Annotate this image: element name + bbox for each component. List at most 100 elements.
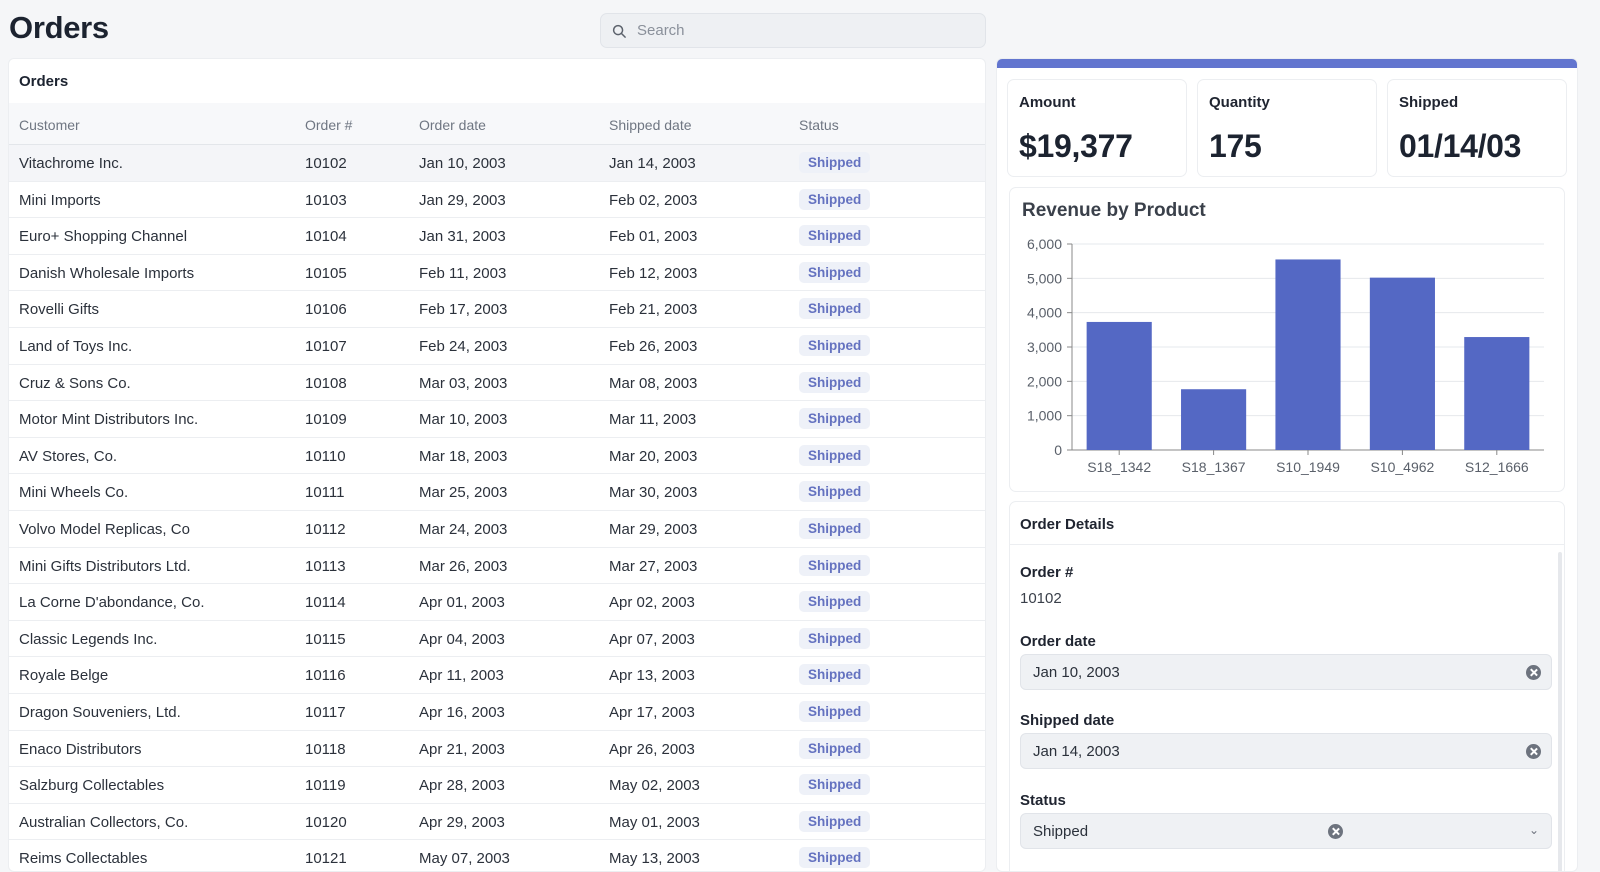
y-tick-label: 4,000 [1027, 305, 1062, 321]
shipped-date-cell: May 02, 2003 [609, 777, 700, 795]
shipped-date-label: Shipped date [1020, 712, 1115, 729]
clear-icon[interactable] [1526, 744, 1541, 759]
revenue-bar-chart: 0 1,000 2,000 3,000 4,000 5,000 6,000 S18_1342 S… [1027, 236, 1544, 475]
table-row[interactable]: Dragon Souveniers, Ltd. 10117 Apr 16, 2003… [9, 694, 985, 731]
column-header-order-number[interactable]: Order # [305, 117, 353, 133]
table-row[interactable]: Mini Imports 10103 Jan 29, 2003 Feb 02, 200… [9, 182, 985, 219]
orders-table-title: Orders [19, 73, 69, 90]
status-badge: Shipped [799, 664, 871, 686]
column-header-customer[interactable]: Customer [19, 117, 80, 133]
column-header-order-date[interactable]: Order date [419, 117, 486, 133]
status-cell: Shipped [799, 517, 871, 539]
order-number-cell: 10103 [305, 191, 347, 209]
order-date-cell: Mar 25, 2003 [419, 484, 508, 502]
order-date-field[interactable]: Jan 10, 2003 [1020, 654, 1552, 690]
table-row[interactable]: Danish Wholesale Imports 10105 Feb 11, 200… [9, 255, 985, 292]
x-tick-label: S12_1666 [1465, 459, 1529, 475]
table-row[interactable]: Vitachrome Inc. 10102 Jan 10, 2003 Jan 14, … [9, 145, 985, 182]
table-row[interactable]: Land of Toys Inc. 10107 Feb 24, 2003 Feb 26… [9, 328, 985, 365]
order-number-cell: 10114 [305, 594, 346, 612]
order-date-cell: Mar 18, 2003 [419, 447, 508, 465]
table-row[interactable]: Mini Wheels Co. 10111 Mar 25, 2003 Mar 30, … [9, 474, 985, 511]
order-number-cell: 10121 [305, 850, 347, 868]
revenue-chart-card: Revenue by Product 0 1,000 2,000 3,000 4,000… [1009, 187, 1565, 492]
shipped-card: Shipped 01/14/03 [1387, 79, 1567, 177]
shipped-date-cell: May 01, 2003 [609, 813, 700, 831]
table-row[interactable]: Enaco Distributors 10118 Apr 21, 2003 Apr 2… [9, 731, 985, 768]
quantity-value: 175 [1209, 128, 1262, 164]
order-number-cell: 10105 [305, 264, 347, 282]
y-tick-label: 1,000 [1027, 408, 1062, 424]
table-row[interactable]: Mini Gifts Distributors Ltd. 10113 Mar 26,… [9, 548, 985, 585]
status-badge: Shipped [799, 774, 871, 796]
column-header-status[interactable]: Status [799, 117, 839, 133]
x-tick-label: S18_1342 [1087, 459, 1151, 475]
status-select[interactable]: Shipped ⌄ [1020, 813, 1552, 849]
table-row[interactable]: Euro+ Shopping Channel 10104 Jan 31, 2003 F… [9, 218, 985, 255]
status-cell: Shipped [799, 408, 871, 430]
status-cell: Shipped [799, 261, 871, 283]
search-box[interactable] [600, 13, 986, 48]
order-date-cell: Mar 03, 2003 [419, 374, 508, 392]
status-select-value: Shipped [1033, 823, 1089, 840]
table-row[interactable]: Reims Collectables 10121 May 07, 2003 May 1… [9, 840, 985, 871]
table-body: Vitachrome Inc. 10102 Jan 10, 2003 Jan 14, … [9, 145, 985, 871]
amount-value: $19,377 [1019, 128, 1133, 164]
table-row[interactable]: Australian Collectors, Co. 10120 Apr 29, 2… [9, 804, 985, 841]
status-cell: Shipped [799, 627, 871, 649]
table-row[interactable]: Volvo Model Replicas, Co 10112 Mar 24, 200… [9, 511, 985, 548]
order-number-cell: 10108 [305, 374, 347, 392]
table-row[interactable]: Cruz & Sons Co. 10108 Mar 03, 2003 Mar 08, … [9, 365, 985, 402]
customer-cell: Cruz & Sons Co. [19, 374, 131, 392]
status-badge: Shipped [799, 371, 871, 393]
bar-s18-1367 [1181, 389, 1247, 450]
status-cell: Shipped [799, 554, 871, 576]
customer-cell: Mini Gifts Distributors Ltd. [19, 557, 191, 575]
x-tick-label: S18_1367 [1182, 459, 1246, 475]
shipped-date-cell: Mar 11, 2003 [609, 411, 697, 429]
table-row[interactable]: Salzburg Collectables 10119 Apr 28, 2003 Ma… [9, 767, 985, 804]
shipped-date-cell: Apr 17, 2003 [609, 703, 695, 721]
order-date-cell: Apr 11, 2003 [419, 667, 504, 685]
order-number-cell: 10111 [305, 484, 345, 502]
table-row[interactable]: Classic Legends Inc. 10115 Apr 04, 2003 Apr… [9, 621, 985, 658]
accent-bar [997, 59, 1577, 68]
search-input[interactable] [637, 14, 977, 47]
page-title: Orders [9, 10, 109, 45]
table-row[interactable]: Royale Belge 10116 Apr 11, 2003 Apr 13, 200… [9, 657, 985, 694]
order-date-cell: May 07, 2003 [419, 850, 510, 868]
column-header-shipped-date[interactable]: Shipped date [609, 117, 692, 133]
order-number-cell: 10102 [305, 155, 347, 172]
table-row[interactable]: AV Stores, Co. 10110 Mar 18, 2003 Mar 20, 2… [9, 438, 985, 475]
order-number-cell: 10110 [305, 447, 346, 465]
status-badge: Shipped [799, 408, 871, 430]
bar-s18-1342 [1086, 321, 1152, 450]
clear-icon[interactable] [1328, 824, 1343, 839]
table-row[interactable]: La Corne D'abondance, Co. 10114 Apr 01, 20… [9, 584, 985, 621]
status-cell: Shipped [799, 298, 871, 320]
customer-cell: Australian Collectors, Co. [19, 813, 189, 831]
bar-s10-1949 [1275, 259, 1341, 450]
status-badge: Shipped [799, 810, 871, 832]
amount-card: Amount $19,377 [1007, 79, 1187, 177]
shipped-label: Shipped [1399, 94, 1459, 111]
order-date-value: Jan 10, 2003 [1033, 664, 1120, 681]
bar-s12-1666 [1464, 337, 1530, 450]
customer-cell: Mini Wheels Co. [19, 484, 129, 502]
quantity-card: Quantity 175 [1197, 79, 1377, 177]
order-number-cell: 10113 [305, 557, 346, 575]
order-date-cell: Feb 17, 2003 [419, 301, 508, 319]
order-date-cell: Apr 28, 2003 [419, 777, 505, 795]
table-row[interactable]: Rovelli Gifts 10106 Feb 17, 2003 Feb 21, 20… [9, 291, 985, 328]
shipped-date-field[interactable]: Jan 14, 2003 [1020, 733, 1552, 769]
order-number-cell: 10112 [305, 520, 346, 538]
shipped-date-cell: Feb 01, 2003 [609, 228, 698, 246]
order-number-cell: 10120 [305, 813, 347, 831]
chevron-down-icon[interactable]: ⌄ [1528, 823, 1539, 837]
details-scrollbar[interactable] [1558, 552, 1562, 871]
shipped-date-cell: May 13, 2003 [609, 850, 700, 868]
customer-cell: Mini Imports [19, 191, 101, 209]
status-cell: Shipped [799, 700, 871, 722]
table-row[interactable]: Motor Mint Distributors Inc. 10109 Mar 10,… [9, 401, 985, 438]
clear-icon[interactable] [1526, 665, 1541, 680]
